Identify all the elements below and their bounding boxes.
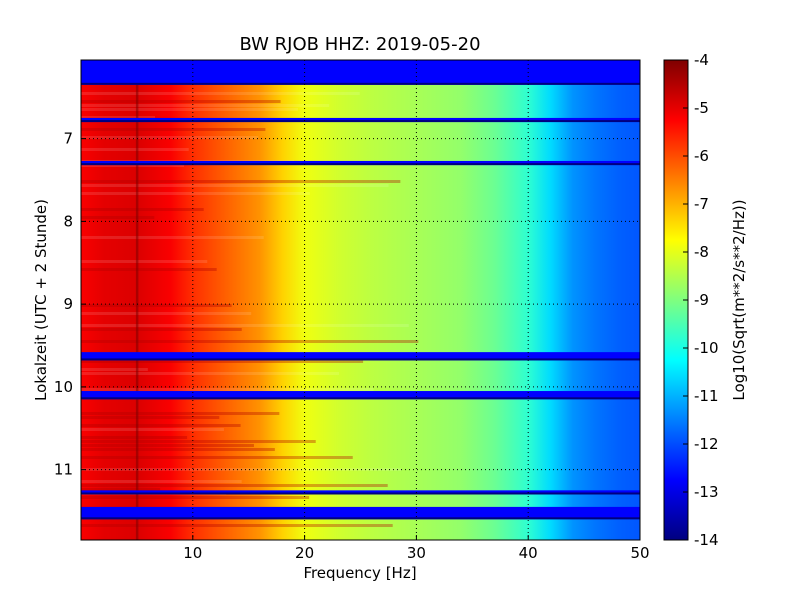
variation-stripe — [81, 184, 389, 187]
variation-stripe — [81, 192, 310, 195]
y-tick-label: 7 — [63, 130, 73, 148]
variation-stripe — [81, 480, 242, 483]
variation-stripe — [81, 164, 185, 167]
gap-band-edge — [81, 82, 640, 85]
variation-stripe — [81, 104, 330, 107]
gap-band-edge — [81, 163, 640, 166]
gap-band — [81, 160, 640, 166]
y-tick-label: 9 — [63, 295, 73, 313]
variation-stripe — [81, 456, 353, 459]
variation-stripe — [81, 416, 220, 419]
variation-stripe — [81, 328, 242, 331]
grid-lines — [81, 60, 640, 540]
frequency-line-5hz — [135, 60, 139, 540]
y-tick-label: 11 — [54, 461, 73, 479]
variation-stripe — [81, 444, 254, 447]
variation-stripe — [81, 488, 161, 491]
variation-stripe — [81, 116, 156, 119]
variation-stripe — [81, 360, 364, 363]
variation-stripe — [81, 108, 298, 111]
colorbar-label: Log10(Sqrt(m**2/s**2/Hz)) — [730, 199, 748, 400]
variation-stripe — [81, 340, 419, 343]
spectrogram-field — [81, 60, 640, 540]
x-tick-label: 50 — [630, 544, 649, 562]
colorbar-tick-label: -4 — [694, 51, 709, 69]
variation-stripe — [81, 268, 217, 271]
chart-title: BW RJOB HHZ: 2019-05-20 — [239, 34, 480, 55]
variation-stripe — [81, 440, 316, 443]
variation-stripe — [81, 436, 188, 439]
variation-stripe — [81, 180, 401, 183]
x-axis-label: Frequency [Hz] — [303, 564, 416, 582]
colorbar-tick-label: -7 — [694, 195, 709, 213]
variation-stripe — [81, 324, 409, 327]
gap-band-edge — [81, 397, 640, 400]
variation-stripe — [81, 216, 155, 219]
gap-band-edge — [81, 120, 640, 123]
colorbar-tick-label: -5 — [694, 99, 709, 117]
colorbar-tick-label: -11 — [694, 387, 719, 405]
variation-stripe — [81, 92, 360, 95]
spectrogram-plot-area — [81, 60, 640, 540]
x-tick-label: 10 — [183, 544, 202, 562]
x-tick-label: 40 — [519, 544, 538, 562]
colorbar-tick-label: -9 — [694, 291, 709, 309]
variation-stripe — [81, 236, 264, 239]
colorbar-ticks: -4 -5 -6 -7 -8 -9 -10 -11 -12 -13 -14 — [683, 51, 719, 549]
spectrogram-gap-bands — [81, 60, 640, 520]
colorbar-tick-label: -8 — [694, 243, 709, 261]
variation-stripe — [81, 448, 275, 451]
y-axis-ticks: 7 8 9 10 11 — [54, 130, 86, 479]
x-tick-label: 20 — [295, 544, 314, 562]
gap-band — [81, 490, 640, 495]
colorbar-tick-label: -12 — [694, 435, 719, 453]
variation-stripe — [81, 424, 241, 427]
variation-stripe — [81, 368, 148, 371]
gap-band — [81, 60, 640, 85]
variation-stripe — [81, 428, 224, 431]
variation-stripe — [81, 524, 393, 527]
plot-frame — [80, 59, 641, 541]
y-tick-label: 10 — [54, 378, 73, 396]
variation-stripe — [81, 496, 310, 499]
variation-stripe — [81, 312, 252, 315]
gap-band — [81, 391, 640, 400]
variation-stripe — [81, 100, 281, 103]
y-axis-label: Lokalzeit (UTC + 2 Stunde) — [32, 199, 50, 401]
variation-stripe — [81, 208, 204, 211]
colorbar-tick-label: -13 — [694, 483, 719, 501]
gap-band — [81, 506, 640, 520]
variation-stripe — [81, 412, 280, 415]
gap-band — [81, 352, 640, 361]
variation-stripe — [81, 372, 339, 375]
y-tick-label: 8 — [63, 212, 73, 230]
gap-band-edge — [81, 358, 640, 361]
colorbar-tick-label: -6 — [694, 147, 709, 165]
gap-band-edge — [81, 492, 640, 495]
variation-stripe — [81, 260, 208, 263]
variation-stripe — [81, 484, 388, 487]
colorbar-tick-label: -14 — [694, 531, 719, 549]
gap-band — [81, 117, 640, 123]
x-axis-ticks: 10 20 30 40 50 — [183, 535, 650, 562]
variation-stripe — [81, 148, 189, 151]
variation-stripe — [81, 388, 374, 391]
variation-stripe — [81, 304, 232, 307]
x-tick-label: 30 — [407, 544, 426, 562]
gap-band-edge — [81, 517, 640, 520]
variation-stripe — [81, 136, 259, 139]
colorbar-tick-label: -10 — [694, 339, 719, 357]
variation-stripe — [81, 128, 266, 131]
